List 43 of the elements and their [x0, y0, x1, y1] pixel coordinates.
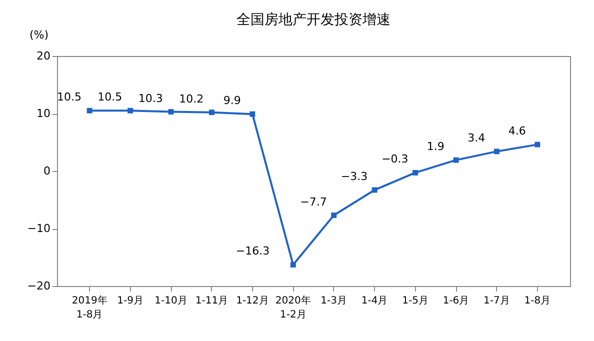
x-tick-label: 1-12月 — [236, 296, 269, 306]
point — [128, 108, 134, 114]
data-label: 10.3 — [138, 92, 163, 105]
data-label: 10.5 — [56, 90, 82, 104]
x-tick-label: 2019年 1-8月 — [72, 294, 108, 320]
data-label: −7.7 — [300, 195, 327, 208]
x-tick-label: 1-4月 — [361, 296, 388, 306]
y-tick-label: −10 — [27, 222, 50, 235]
point — [86, 108, 92, 114]
data-label: −3.3 — [340, 170, 368, 183]
data-label: 4.6 — [508, 124, 526, 138]
y-tick-label: 20 — [36, 50, 50, 62]
chart-title: 全国房地产开发投资增速 — [236, 12, 390, 28]
data-label: 1.9 — [426, 140, 444, 154]
point — [412, 170, 418, 176]
data-label: 10.2 — [179, 92, 204, 106]
data-label: −16.3 — [236, 244, 270, 258]
x-tick-label: 1-3月 — [320, 296, 348, 306]
point — [453, 157, 459, 163]
point — [168, 109, 174, 115]
point — [331, 212, 337, 218]
point — [250, 111, 256, 117]
data-label: 10.5 — [98, 90, 122, 104]
x-tick-label: 1-7月 — [484, 296, 510, 306]
x-tick-label: 1-10月 — [154, 296, 188, 306]
point — [494, 148, 500, 154]
data-label: −0.3 — [382, 152, 408, 166]
x-tick-label: 1-5月 — [402, 296, 428, 306]
y-tick-label: 0 — [44, 164, 50, 178]
data-label: 9.9 — [223, 94, 241, 108]
x-tick-label: 1-9月 — [117, 296, 144, 306]
y-tick-label: −20 — [27, 280, 50, 292]
y-tick-label: 10 — [36, 107, 50, 120]
x-tick-label: 2020年 1-2月 — [275, 294, 311, 320]
point — [290, 262, 296, 268]
x-tick-label: 1-8月 — [524, 296, 551, 306]
x-tick-label: 1-6月 — [442, 296, 470, 306]
y-axis-title: (%) — [30, 28, 49, 42]
data-label: 3.4 — [468, 131, 486, 144]
point — [208, 110, 214, 116]
x-tick-label: 1-11月 — [195, 296, 228, 306]
point — [534, 142, 540, 148]
point — [372, 187, 378, 193]
